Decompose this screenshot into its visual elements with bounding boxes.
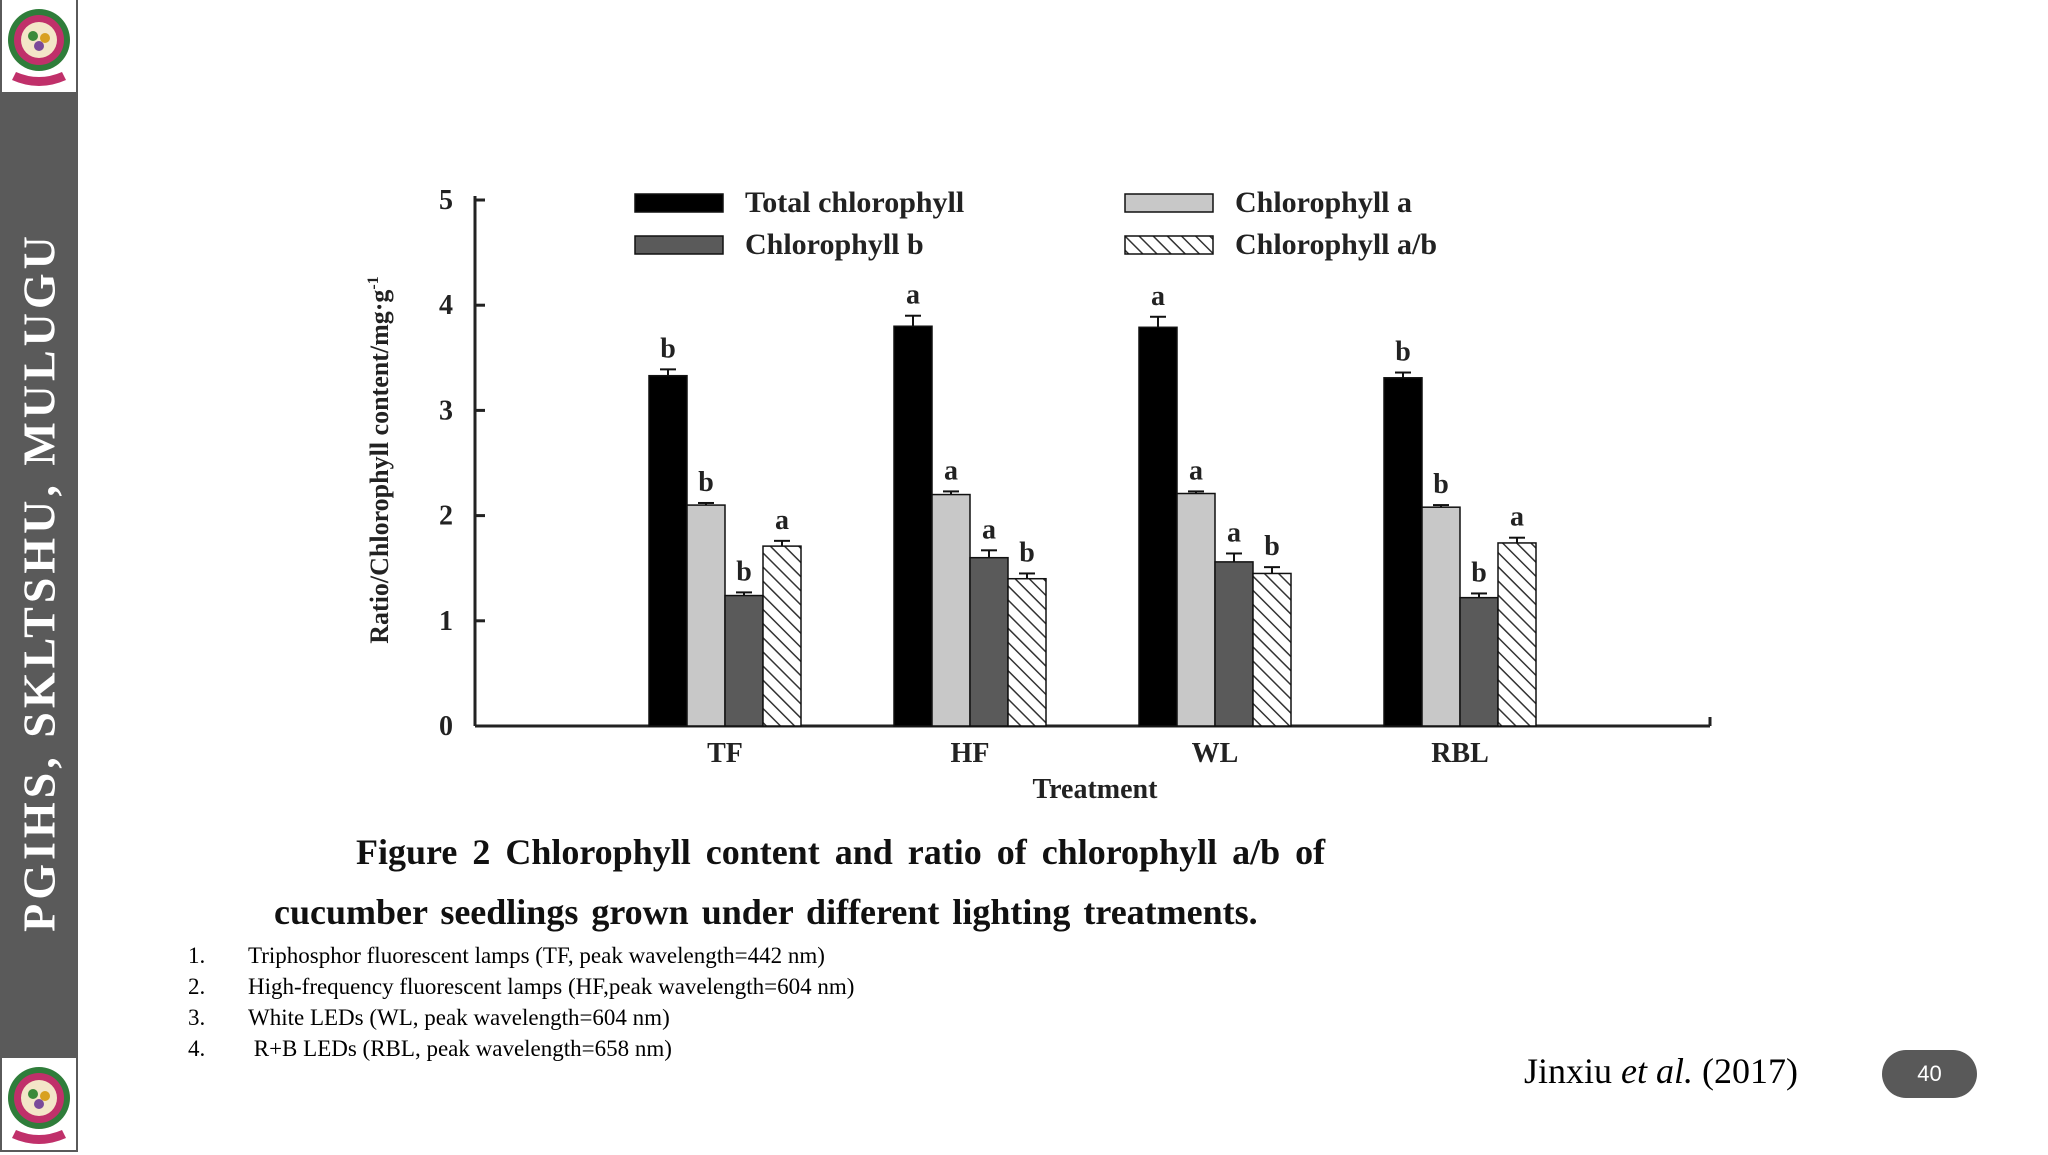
citation: Jinxiu et al. (2017)	[1524, 1050, 1798, 1092]
institution-name-vertical: PGIHS, SKLTSHU, MULUGU	[13, 232, 65, 932]
significance-letter: b	[1433, 469, 1449, 500]
significance-letter: b	[1395, 337, 1411, 368]
bar-hf-series-4	[1007, 577, 1047, 727]
significance-letter: b	[698, 467, 714, 498]
significance-letter: b	[736, 556, 752, 587]
significance-letter: a	[775, 505, 789, 536]
bar-tf-series-2	[686, 504, 726, 727]
bar-rbl-series-3	[1459, 596, 1499, 727]
legend-swatch-3	[634, 235, 724, 255]
bar-wl-series-2	[1176, 492, 1216, 727]
x-tick-label: RBL	[1431, 738, 1489, 769]
bar-tf-series-3	[724, 594, 764, 727]
significance-letter: a	[982, 514, 996, 545]
x-axis-label: Treatment	[1033, 774, 1159, 805]
significance-letter: a	[906, 280, 920, 311]
legend-swatch-1	[634, 193, 724, 213]
note-text: White LEDs (WL, peak wavelength=604 nm)	[248, 1005, 670, 1030]
legend-label-2: Chlorophyll a	[1235, 186, 1412, 219]
y-tick-label: 3	[439, 395, 453, 426]
list-item: 2. High-frequency fluorescent lamps (HF,…	[188, 971, 854, 1002]
caption-line-2: cucumber seedlings grown under different…	[274, 892, 1258, 932]
citation-author: Jinxiu	[1524, 1051, 1613, 1091]
institution-logo-top	[2, 0, 76, 92]
y-tick-label: 4	[439, 290, 453, 321]
note-text: Triphosphor fluorescent lamps (TF, peak …	[248, 943, 825, 968]
y-axis-label: Ratio/Chlorophyll content/mg·g-1	[365, 276, 394, 643]
legend-label-3: Chlorophyll b	[745, 228, 924, 261]
legend-label-4: Chlorophyll a/b	[1235, 228, 1437, 261]
bar-hf-series-2	[931, 493, 971, 727]
emblem-icon	[8, 9, 70, 86]
significance-letter: a	[1510, 502, 1524, 533]
y-tick-label: 2	[439, 501, 453, 532]
note-text: R+B LEDs (RBL, peak wavelength=658 nm)	[248, 1036, 672, 1061]
bar-wl-series-1	[1138, 326, 1178, 727]
bar-wl-series-3	[1214, 561, 1254, 727]
significance-letter: b	[1264, 531, 1280, 562]
emblem-icon	[8, 1067, 70, 1144]
legend-label-1: Total chlorophyll	[745, 186, 964, 219]
y-tick-label: 5	[439, 185, 453, 216]
list-item: 3. White LEDs (WL, peak wavelength=604 n…	[188, 1002, 854, 1033]
treatment-notes: 1. Triphosphor fluorescent lamps (TF, pe…	[188, 940, 854, 1064]
citation-etal: et al.	[1621, 1051, 1693, 1091]
significance-letter: a	[1227, 517, 1241, 548]
bar-rbl-series-2	[1421, 506, 1461, 727]
significance-letter: b	[660, 333, 676, 364]
list-item: 1. Triphosphor fluorescent lamps (TF, pe…	[188, 940, 854, 971]
bar-rbl-series-4	[1497, 542, 1537, 727]
list-item: 4. R+B LEDs (RBL, peak wavelength=658 nm…	[188, 1033, 854, 1064]
bar-tf-series-1	[648, 374, 688, 727]
y-tick-label: 1	[439, 606, 453, 637]
significance-letter: a	[1189, 455, 1203, 486]
bar-hf-series-1	[893, 325, 933, 727]
sidebar: PGIHS, SKLTSHU, MULUGU	[0, 0, 78, 1152]
significance-letter: a	[1151, 281, 1165, 312]
figure-caption: Figure 2 Chlorophyll content and ratio o…	[270, 822, 1810, 942]
x-tick-label: TF	[707, 738, 743, 769]
legend-swatch-4	[1124, 235, 1214, 255]
x-tick-label: HF	[951, 738, 990, 769]
caption-line-1: Figure 2 Chlorophyll content and ratio o…	[356, 832, 1326, 872]
y-tick-label: 0	[439, 711, 453, 742]
bar-wl-series-4	[1252, 572, 1292, 727]
note-number: 1.	[188, 943, 206, 968]
significance-letter: a	[944, 455, 958, 486]
note-number: 3.	[188, 1005, 206, 1030]
significance-letter: b	[1471, 557, 1487, 588]
bar-tf-series-4	[762, 545, 802, 727]
page-number-badge: 40	[1882, 1050, 1977, 1098]
x-tick-label: WL	[1192, 738, 1239, 769]
note-text: High-frequency fluorescent lamps (HF,pea…	[248, 974, 855, 999]
significance-letter: b	[1019, 537, 1035, 568]
legend-swatch-2	[1124, 193, 1214, 213]
citation-year: (2017)	[1702, 1051, 1798, 1091]
bar-rbl-series-1	[1383, 377, 1423, 727]
note-number: 4.	[188, 1036, 206, 1061]
bar-hf-series-3	[969, 556, 1009, 727]
institution-logo-bottom	[2, 1058, 76, 1150]
note-number: 2.	[188, 974, 206, 999]
